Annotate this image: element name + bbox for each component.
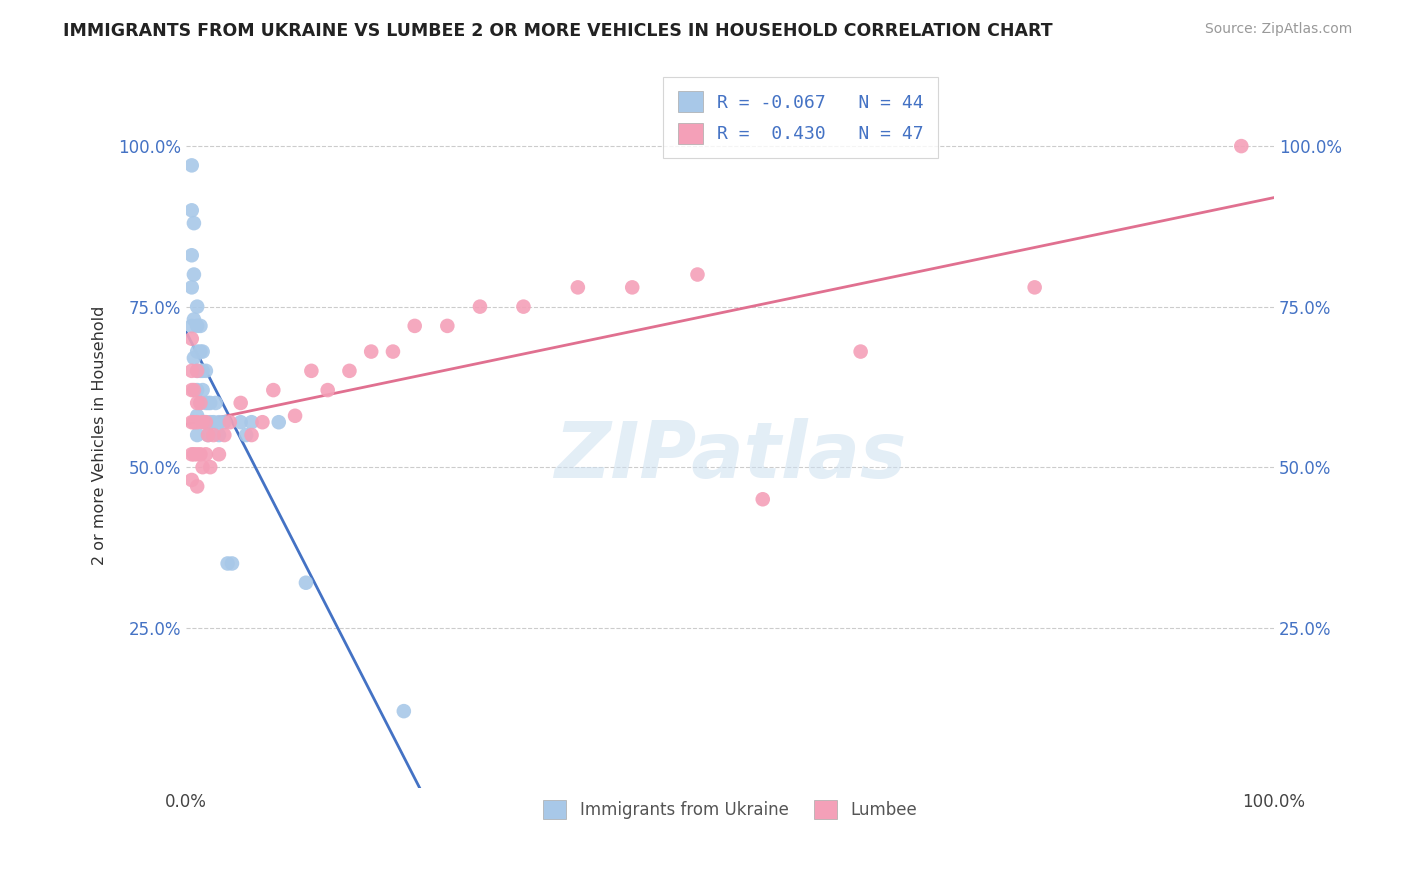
Point — [180, 203, 202, 218]
Point — [191, 344, 214, 359]
Point — [197, 396, 219, 410]
Point — [267, 415, 290, 429]
Point — [208, 428, 231, 442]
Point — [197, 428, 219, 442]
Y-axis label: 2 or more Vehicles in Household: 2 or more Vehicles in Household — [93, 305, 107, 565]
Point — [183, 383, 205, 397]
Point — [194, 364, 217, 378]
Point — [686, 268, 709, 282]
Point — [186, 383, 208, 397]
Point — [217, 557, 239, 571]
Point — [183, 351, 205, 365]
Point — [849, 344, 872, 359]
Point — [186, 300, 208, 314]
Point — [214, 428, 236, 442]
Point — [183, 447, 205, 461]
Point — [186, 409, 208, 423]
Text: ZIPatlas: ZIPatlas — [554, 418, 907, 494]
Point — [200, 460, 222, 475]
Point — [200, 415, 222, 429]
Point — [191, 415, 214, 429]
Point — [180, 383, 202, 397]
Point — [381, 344, 404, 359]
Point — [295, 575, 318, 590]
Point — [180, 280, 202, 294]
Point — [235, 428, 257, 442]
Point — [180, 447, 202, 461]
Point — [194, 415, 217, 429]
Point — [208, 447, 231, 461]
Point — [190, 396, 212, 410]
Point — [468, 300, 491, 314]
Point — [190, 344, 212, 359]
Point — [186, 364, 208, 378]
Point — [191, 383, 214, 397]
Point — [183, 216, 205, 230]
Point — [191, 415, 214, 429]
Point — [180, 248, 202, 262]
Point — [190, 318, 212, 333]
Point — [186, 415, 208, 429]
Point — [316, 383, 339, 397]
Point — [284, 409, 307, 423]
Point — [194, 447, 217, 461]
Text: IMMIGRANTS FROM UKRAINE VS LUMBEE 2 OR MORE VEHICLES IN HOUSEHOLD CORRELATION CH: IMMIGRANTS FROM UKRAINE VS LUMBEE 2 OR M… — [63, 22, 1053, 40]
Point — [186, 428, 208, 442]
Point — [751, 492, 773, 507]
Point — [190, 447, 212, 461]
Point — [392, 704, 415, 718]
Point — [186, 396, 208, 410]
Point — [404, 318, 426, 333]
Point — [180, 473, 202, 487]
Point — [180, 332, 202, 346]
Point — [197, 428, 219, 442]
Legend: Immigrants from Ukraine, Lumbee: Immigrants from Ukraine, Lumbee — [533, 790, 927, 830]
Point — [221, 557, 243, 571]
Point — [186, 479, 208, 493]
Point — [229, 415, 252, 429]
Point — [186, 344, 208, 359]
Point — [194, 396, 217, 410]
Point — [180, 364, 202, 378]
Point — [621, 280, 644, 294]
Point — [214, 415, 236, 429]
Point — [229, 396, 252, 410]
Point — [360, 344, 382, 359]
Point — [339, 364, 361, 378]
Point — [183, 312, 205, 326]
Point — [1230, 139, 1253, 153]
Point — [204, 396, 226, 410]
Point — [194, 415, 217, 429]
Point — [262, 383, 284, 397]
Point — [183, 268, 205, 282]
Point — [190, 396, 212, 410]
Point — [512, 300, 534, 314]
Point — [186, 447, 208, 461]
Point — [191, 460, 214, 475]
Point — [252, 415, 274, 429]
Point — [180, 318, 202, 333]
Point — [299, 364, 322, 378]
Point — [436, 318, 458, 333]
Point — [191, 364, 214, 378]
Point — [183, 415, 205, 429]
Point — [180, 415, 202, 429]
Point — [240, 415, 263, 429]
Point — [202, 415, 225, 429]
Point — [240, 428, 263, 442]
Point — [190, 364, 212, 378]
Point — [1024, 280, 1046, 294]
Point — [186, 318, 208, 333]
Point — [208, 415, 231, 429]
Point — [202, 428, 225, 442]
Point — [218, 415, 240, 429]
Text: Source: ZipAtlas.com: Source: ZipAtlas.com — [1205, 22, 1353, 37]
Point — [567, 280, 589, 294]
Point — [200, 396, 222, 410]
Point — [180, 158, 202, 172]
Point — [186, 364, 208, 378]
